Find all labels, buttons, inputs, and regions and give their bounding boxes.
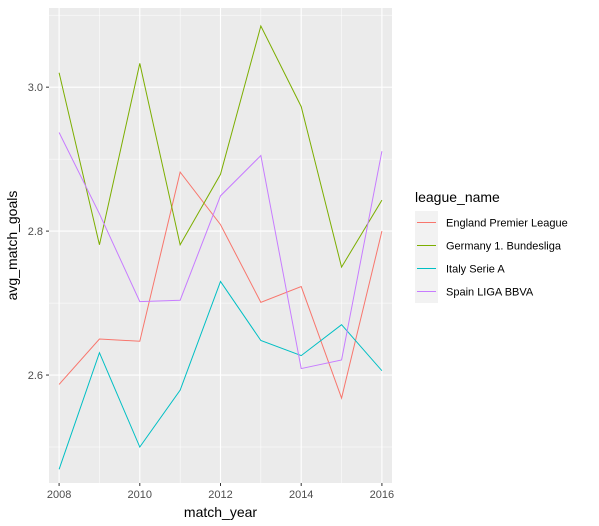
x-tick-label: 2014 <box>289 489 313 501</box>
series-line-4 <box>58 132 383 370</box>
legend-title: league_name <box>415 189 500 205</box>
legend-label: England Premier League <box>446 218 568 230</box>
y-axis: 2.6 2.8 3.0 <box>28 82 49 382</box>
series-line-2 <box>58 24 383 269</box>
x-tick-label: 2016 <box>370 489 394 501</box>
y-tick-label: 3.0 <box>28 82 43 94</box>
x-tick-label: 2010 <box>128 489 152 501</box>
major-gridlines <box>49 8 392 483</box>
legend-label: Germany 1. Bundesliga <box>446 241 562 253</box>
x-tick-label: 2008 <box>47 489 71 501</box>
series-lines <box>58 24 383 470</box>
y-tick-label: 2.6 <box>28 370 43 382</box>
series-line-3 <box>58 280 383 470</box>
legend-label: Italy Serie A <box>446 264 505 276</box>
legend: league_name England Premier League German… <box>415 189 568 303</box>
x-axis-title: match_year <box>184 504 257 520</box>
series-line-1 <box>58 170 383 400</box>
y-tick-label: 2.8 <box>28 226 43 238</box>
x-axis: 2008 2010 2012 2014 2016 <box>47 483 394 501</box>
legend-label: Spain LIGA BBVA <box>446 287 534 299</box>
y-axis-title: avg_match_goals <box>4 191 20 301</box>
x-tick-label: 2012 <box>208 489 232 501</box>
